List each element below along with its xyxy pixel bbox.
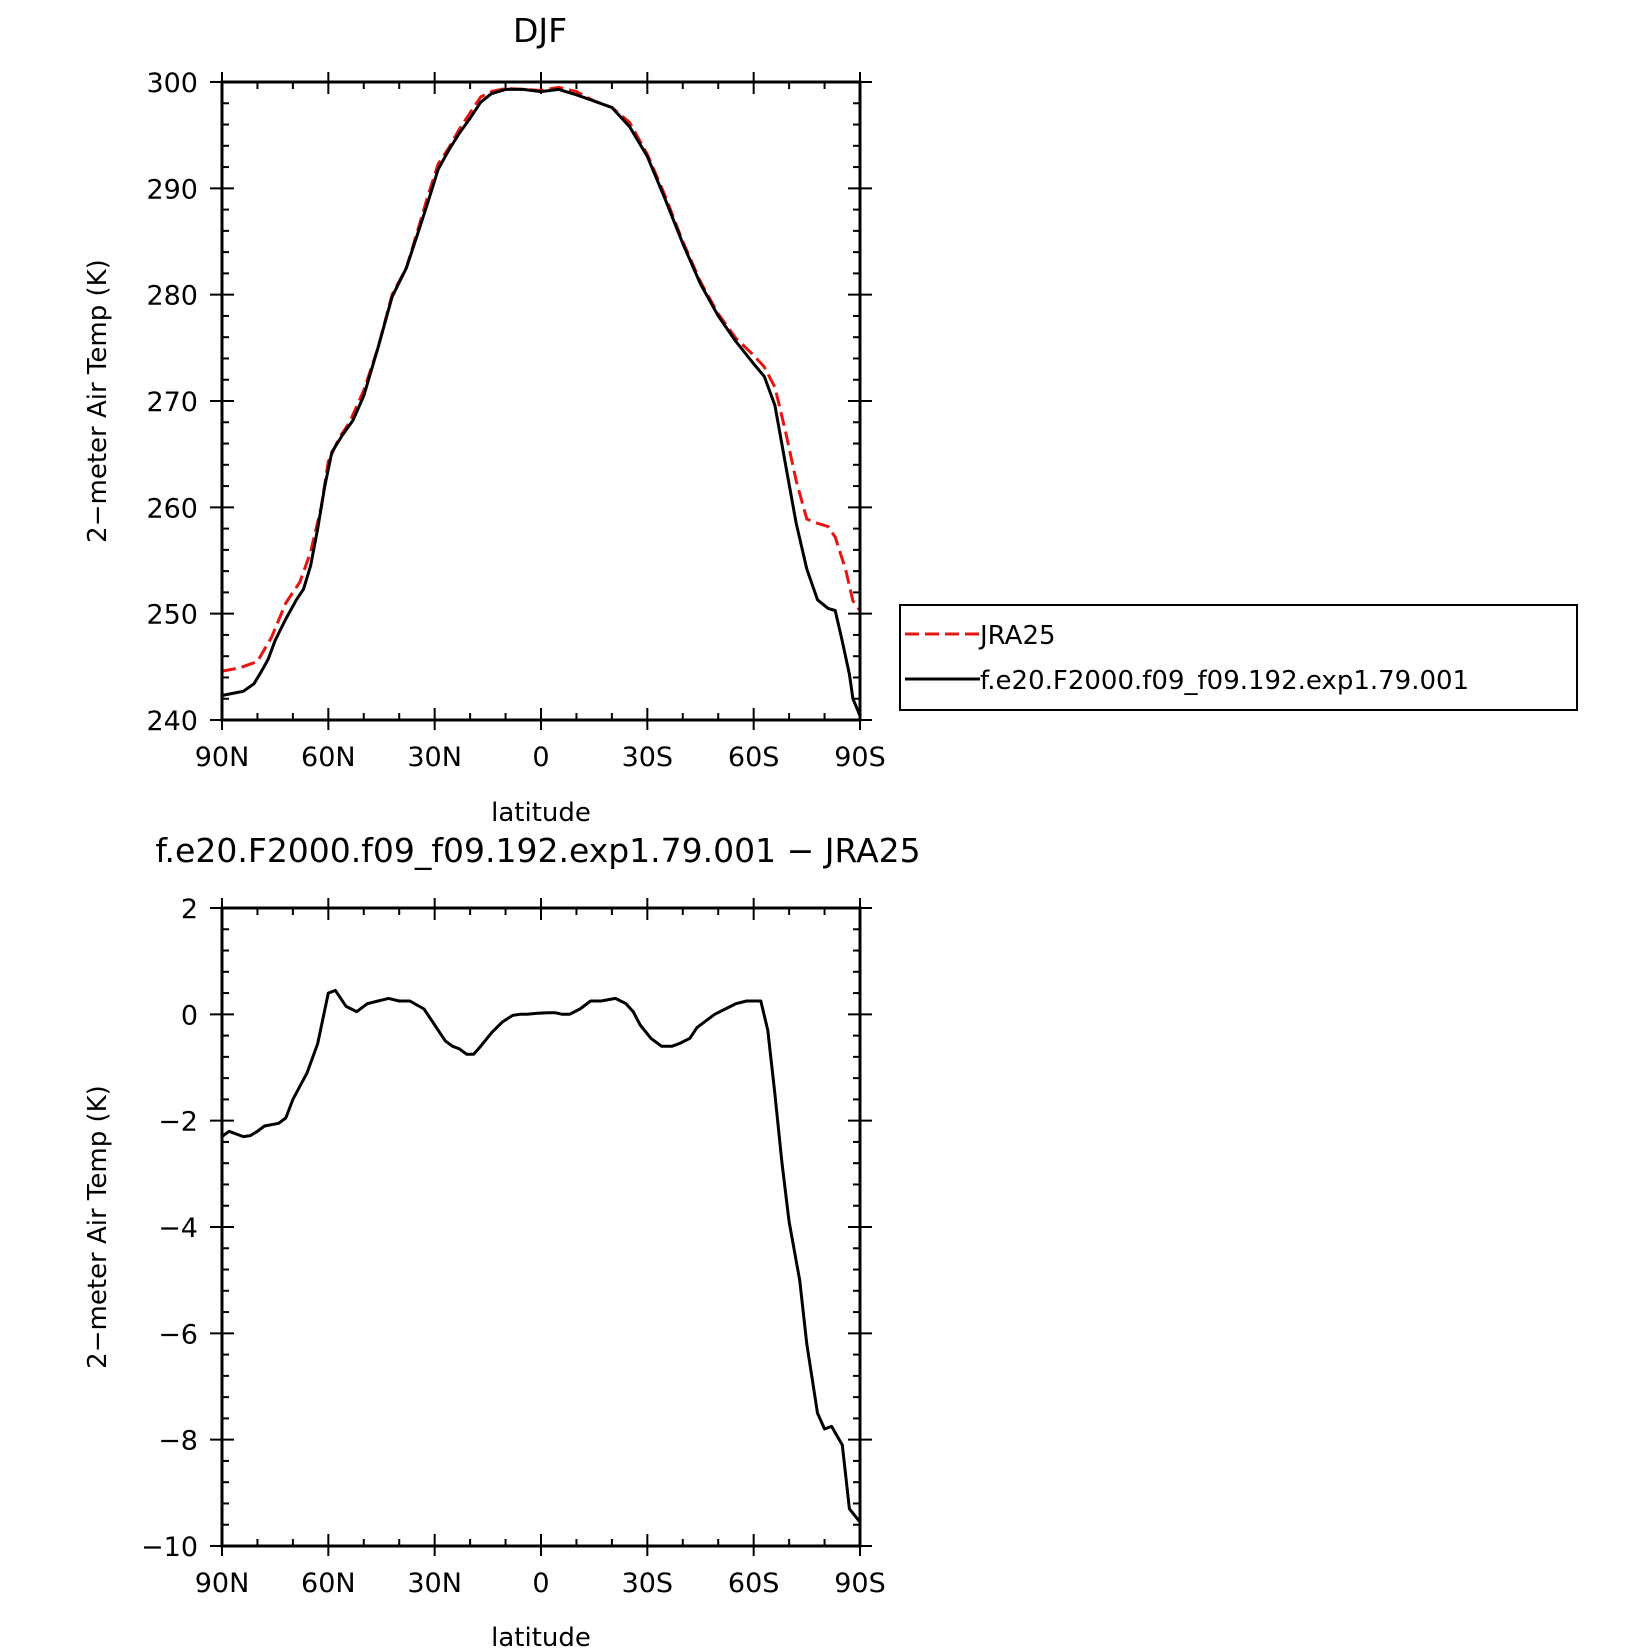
legend-jra25-label: JRA25 [978,621,1056,651]
bottom-series-lines [221,988,862,1524]
bottom-x-tick-label: 60N [301,1568,356,1599]
bottom-x-tick-label: 30S [622,1568,674,1599]
bottom-y-axis-label: 2−meter Air Temp (K) [83,1085,113,1369]
top-x-tick-label: 30N [407,742,462,773]
top-chart: DJF 90N 60N 30N 0 30S 60S 90S 300 290 280 270 260 25… [83,11,1578,828]
bottom-x-axis-label: latitude [491,1623,591,1652]
top-x-tick-label: 90N [195,742,250,773]
top-x-tick-label: 0 [532,742,549,773]
top-y-axis-label: 2−meter Air Temp (K) [83,259,113,543]
bottom-chart-title: f.e20.F2000.f09_f09.192.exp1.79.001 − JR… [155,831,920,870]
bottom-y-tick-label: −8 [158,1426,198,1457]
bottom-y-tick-label: 2 [181,894,198,925]
bottom-x-tick-label: 90N [195,1568,250,1599]
bottom-y-tick-label: −2 [158,1107,198,1138]
top-x-tick-label: 30S [622,742,674,773]
top-y-tick-label: 270 [146,387,198,418]
bottom-x-tick-label: 60S [728,1568,780,1599]
bottom-y-tick-label: −6 [158,1319,198,1350]
legend-box [899,604,1578,711]
top-series-lines [221,85,862,717]
bottom-x-tick-label: 0 [532,1568,549,1599]
top-x-axis-label: latitude [491,798,591,828]
top-y-tick-label: 300 [146,68,198,99]
bottom-ticks [210,898,872,1556]
top-tick-labels: 90N 60N 30N 0 30S 60S 90S 300 290 280 270 260 250 240 [146,68,885,773]
top-y-tick-label: 250 [146,600,198,631]
top-y-tick-label: 260 [146,493,198,524]
top-x-tick-label: 90S [834,742,886,773]
bottom-plot-frame [220,906,862,1548]
top-y-tick-label: 290 [146,174,198,205]
legend-model-label: f.e20.F2000.f09_f09.192.exp1.79.001 [980,666,1469,696]
bottom-x-tick-label: 90S [834,1568,886,1599]
bottom-y-tick-label: −10 [141,1532,198,1563]
top-series-line-1 [221,87,862,717]
top-x-tick-label: 60S [728,742,780,773]
top-y-tick-label: 280 [146,281,198,312]
bottom-y-tick-label: −4 [158,1213,198,1244]
bottom-chart: f.e20.F2000.f09_f09.192.exp1.79.001 − JR… [83,831,921,1652]
bottom-y-tick-label: 0 [181,1000,198,1031]
top-plot-frame [220,80,862,722]
legend: JRA25 f.e20.F2000.f09_f09.192.exp1.79.00… [899,604,1578,711]
top-x-tick-label: 60N [301,742,356,773]
bottom-tick-labels: 90N 60N 30N 0 30S 60S 90S 2 0 −2 −4 −6 −8 −10 [141,894,886,1599]
top-chart-title: DJF [513,11,567,50]
bottom-x-tick-label: 30N [407,1568,462,1599]
bottom-series-line-0 [221,988,862,1524]
top-y-tick-label: 240 [146,706,198,737]
